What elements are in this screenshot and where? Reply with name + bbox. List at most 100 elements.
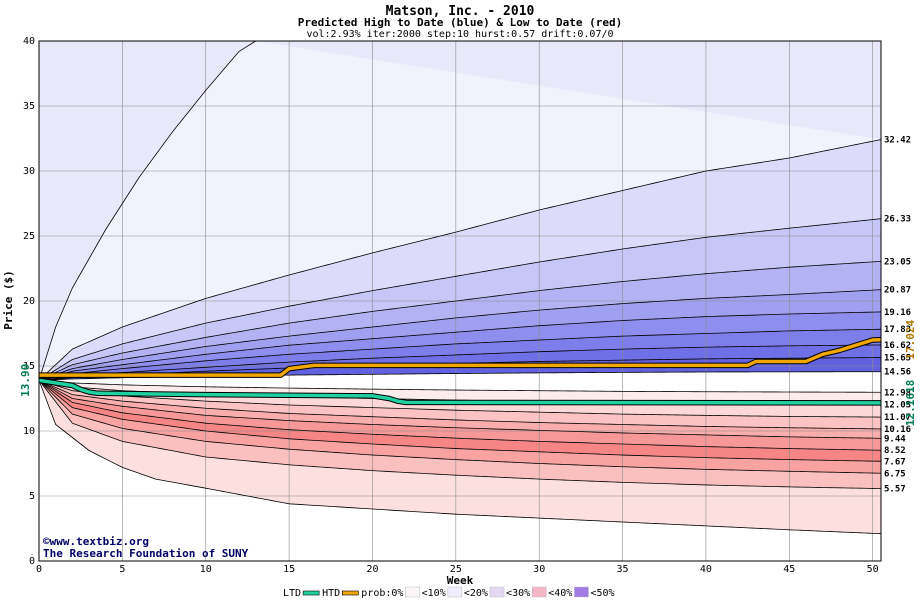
x-tick-label: 10 <box>200 564 212 575</box>
legend-prob-item: <20% <box>464 588 488 599</box>
x-tick-label: 50 <box>867 564 879 575</box>
y-tick-label: 25 <box>23 231 35 242</box>
x-axis-label: Week <box>447 574 474 587</box>
legend-prob-swatch <box>405 586 420 598</box>
high-band-fill <box>39 289 881 381</box>
band-boundary-line <box>39 379 881 462</box>
ltd-line <box>38 378 882 405</box>
high-band-fill <box>39 311 881 381</box>
band-boundary-line <box>39 379 881 430</box>
band-end-label: 20.87 <box>884 286 911 296</box>
band-boundary-line <box>39 289 881 381</box>
band-end-label: 12.03 <box>884 401 911 411</box>
band-end-label: 12.98 <box>884 388 911 398</box>
band-boundary-line <box>39 139 881 381</box>
high-band-fill <box>39 41 881 381</box>
band-end-label: 8.52 <box>884 446 906 456</box>
low-band-fill <box>39 380 881 462</box>
plot-frame <box>38 40 882 562</box>
legend-prob-item: <10% <box>422 588 446 599</box>
x-tick-label: 5 <box>119 564 125 575</box>
legend-prob-swatch <box>447 586 463 598</box>
band-end-label: 16.62 <box>884 341 911 351</box>
x-tick-label: 40 <box>700 564 712 575</box>
x-tick-label: 0 <box>36 564 42 575</box>
low-band-fill <box>39 380 881 439</box>
x-tick-label: 35 <box>617 564 629 575</box>
band-end-label: 19.16 <box>884 308 911 318</box>
band-boundary-line <box>39 311 881 381</box>
band-boundary-line <box>39 344 881 381</box>
legend-prob-swatch <box>489 586 505 598</box>
legend-prob-item: <40% <box>548 588 572 599</box>
legend-ltd-label: LTD <box>283 588 301 599</box>
legend-prob-item: <30% <box>506 588 530 599</box>
legend-prob-item: <50% <box>590 588 614 599</box>
x-tick-label: 15 <box>283 564 295 575</box>
band-end-label: 9.44 <box>884 434 906 444</box>
band-boundary-line <box>39 379 881 451</box>
band-end-label: 6.75 <box>884 469 906 479</box>
band-end-label: 7.67 <box>884 457 906 467</box>
legend-prob-label: prob:0% <box>361 588 403 599</box>
x-tick-label: 30 <box>533 564 545 575</box>
y-axis-label: Price ($) <box>2 270 15 330</box>
credit-website: ©www.textbiz.org <box>43 535 149 548</box>
band-boundary-line <box>39 260 881 381</box>
band-boundary-line <box>39 380 881 535</box>
band-boundary-line <box>39 380 881 474</box>
band-end-label: 32.42 <box>884 136 911 146</box>
y-tick-label: 30 <box>23 166 35 177</box>
y-tick-label: 15 <box>23 361 35 372</box>
x-tick-label: 45 <box>783 564 795 575</box>
chart-subtitle: Predicted High to Date (blue) & Low to D… <box>298 16 623 29</box>
band-end-label: 26.33 <box>884 215 911 225</box>
band-boundary-line <box>39 379 881 418</box>
chart-title: Matson, Inc. - 2010 <box>386 4 535 19</box>
y-tick-label: 10 <box>23 426 35 437</box>
legend-prob-swatch <box>574 586 589 598</box>
htd-end-label: 17.024 <box>904 320 917 360</box>
y-tick-label: 35 <box>23 101 35 112</box>
low-band-fill <box>39 380 881 474</box>
legend-htd-label: HTD <box>322 588 340 599</box>
ltd-end-label: 12.1618 <box>904 380 917 426</box>
y-tick-label: 5 <box>29 491 35 502</box>
band-end-label: 11.07 <box>884 413 911 423</box>
credit-organization: The Research Foundation of SUNY <box>43 547 249 560</box>
plot-area: 0 5 10 15 20 25 30 35 40 45 50 0 5 10 15 20 25 30 35 40 32.4… <box>19 36 917 575</box>
band-boundary-line <box>39 41 256 381</box>
x-tick-label: 20 <box>366 564 378 575</box>
band-end-label: 5.57 <box>884 485 906 495</box>
htd-line <box>39 337 882 377</box>
high-band-fill <box>39 139 881 381</box>
low-band-fill <box>39 380 881 451</box>
y-tick-label: 0 <box>29 556 35 567</box>
band-boundary-line <box>39 218 881 381</box>
y-tick-label: 40 <box>23 36 35 47</box>
band-end-label: 15.65 <box>884 354 911 364</box>
high-band-fill <box>39 218 881 381</box>
high-band-fill <box>39 261 881 381</box>
band-boundary-line <box>39 380 881 489</box>
y-tick-label: 20 <box>23 296 35 307</box>
low-band-fill <box>39 380 881 405</box>
band-end-label: 14.56 <box>884 368 911 378</box>
band-end-label: 23.05 <box>884 257 911 267</box>
low-band-fill <box>39 380 881 489</box>
band-boundary-line <box>39 328 881 381</box>
legend: LTD HTD prob:0% <10% <20% <30% <40% <50% <box>283 586 615 599</box>
low-band-fill <box>39 380 881 418</box>
x-tick-label: 25 <box>450 564 462 575</box>
legend-htd-swatch <box>341 590 359 596</box>
low-band-fill <box>39 380 881 534</box>
band-end-label: 10.16 <box>884 425 911 435</box>
start-price-label: 13.90 <box>19 364 32 397</box>
band-end-label: 17.83 <box>884 325 911 335</box>
legend-prob-swatch <box>532 586 547 598</box>
legend-ltd-swatch <box>302 590 320 596</box>
band-boundary-line <box>39 379 881 393</box>
low-band-fill <box>39 380 881 429</box>
chart-params: vol:2.93% iter:2000 step:10 hurst:0.57 d… <box>306 29 613 40</box>
